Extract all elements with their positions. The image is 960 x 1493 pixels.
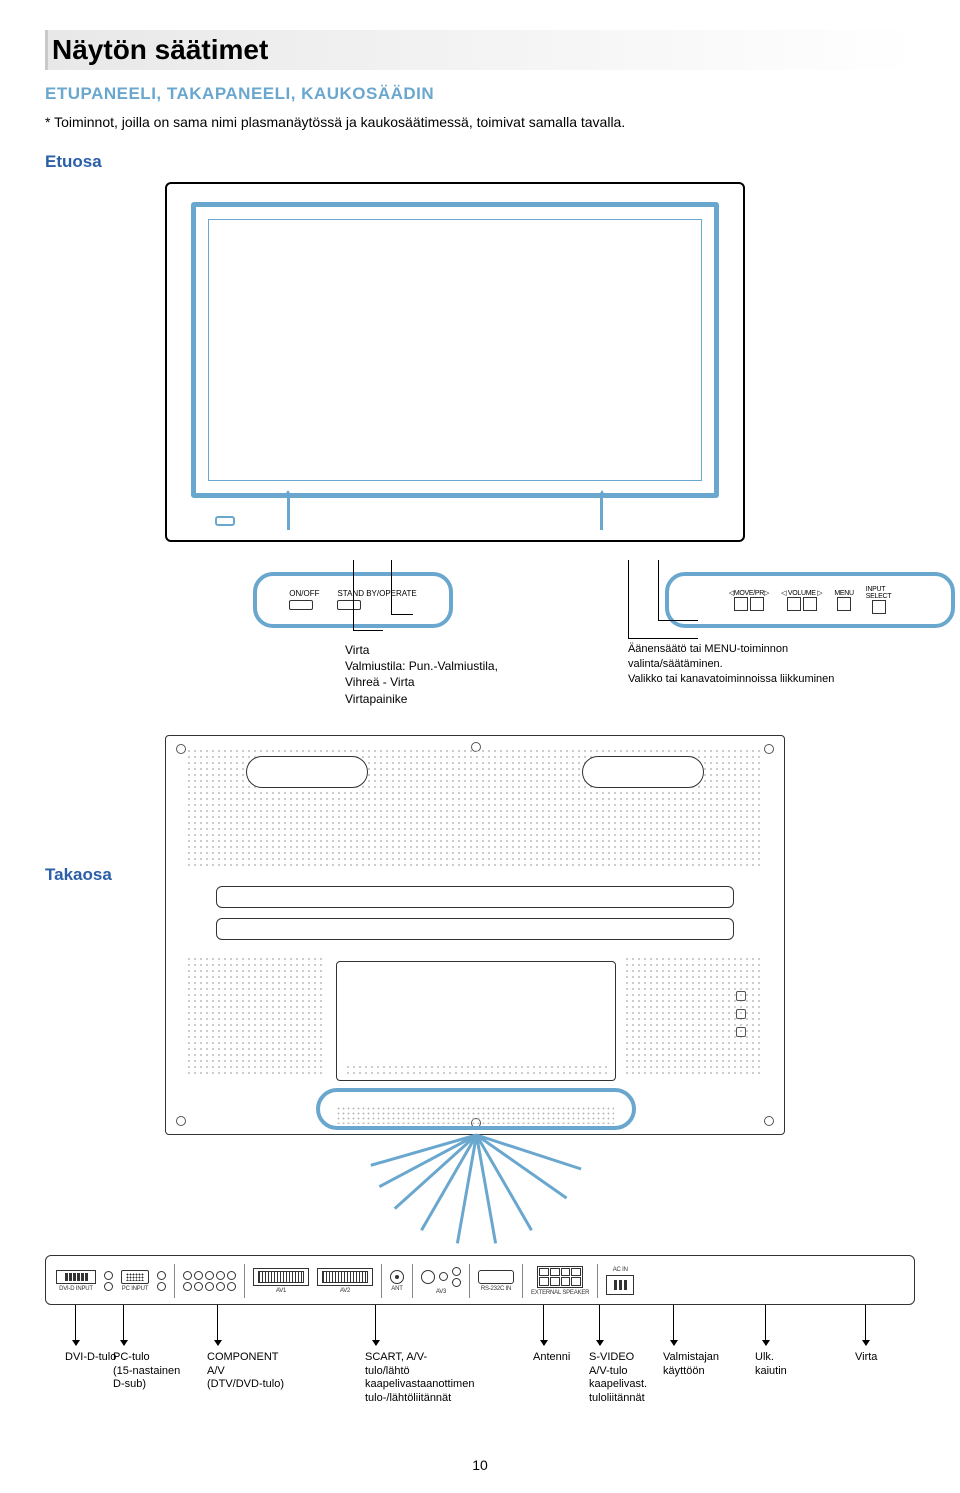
callout-line: Vihreä - Virta xyxy=(345,674,498,690)
port-label: EXTERNAL SPEAKER xyxy=(531,1290,589,1296)
vent-area xyxy=(186,956,326,1076)
audio-jacks xyxy=(157,1271,166,1291)
connector-callout-label: Virta xyxy=(855,1351,945,1365)
arrow-head xyxy=(283,490,293,498)
converge-lines xyxy=(165,1135,785,1255)
callout-lines xyxy=(628,560,808,642)
tv-back-diagram: Takaosa xyxy=(165,735,915,1135)
divider xyxy=(381,1264,382,1298)
callout-lines xyxy=(345,560,525,642)
rs232-port: RS-232C IN xyxy=(478,1270,514,1292)
callout-line: Valmiustila: Pun.-Valmiustila, xyxy=(345,658,498,674)
connector-panel xyxy=(336,961,616,1081)
arrow-line xyxy=(600,498,603,530)
mount-bar xyxy=(216,918,734,940)
arrow-line xyxy=(287,498,290,530)
port-label: DVI-D INPUT xyxy=(59,1286,93,1292)
callout-arrow xyxy=(865,1305,866,1345)
connector-callout-label: PC-tulo (15-nastainen D-sub) xyxy=(113,1351,203,1392)
mount-bar xyxy=(216,886,734,908)
svideo-port: AV3 xyxy=(421,1267,461,1295)
ac-port: AC IN xyxy=(606,1267,634,1295)
port-label: AV1 xyxy=(276,1288,286,1294)
component-port xyxy=(183,1271,236,1291)
divider xyxy=(174,1264,175,1298)
connector-callout-label: COMPONENT A/V (DTV/DVD-tulo) xyxy=(207,1351,297,1392)
arrow-head xyxy=(597,490,607,498)
onoff-label: ON/OFF xyxy=(289,590,319,598)
callout-arrow xyxy=(765,1305,766,1345)
callout-arrow xyxy=(75,1305,76,1345)
input-select-label: INPUT SELECT xyxy=(866,586,891,600)
port-label: PC INPUT xyxy=(122,1286,148,1292)
callout-arrow xyxy=(123,1305,124,1345)
port-label: AC IN xyxy=(613,1267,628,1273)
vent-area xyxy=(186,748,764,868)
scart2-port: AV2 xyxy=(317,1268,373,1294)
speaker-port: EXTERNAL SPEAKER xyxy=(531,1266,589,1296)
pc-port: PC INPUT xyxy=(121,1270,149,1292)
callout-arrow xyxy=(599,1305,600,1345)
front-label: Etuosa xyxy=(45,152,915,172)
callout-arrow xyxy=(375,1305,376,1345)
callout-line: Äänensäätö tai MENU-toiminnon xyxy=(628,642,838,657)
screw-icon xyxy=(764,744,774,754)
page-title: Näytön säätimet xyxy=(45,30,915,70)
note-text: * Toiminnot, joilla on sama nimi plasman… xyxy=(45,114,915,130)
scart1-port: AV1 xyxy=(253,1268,309,1294)
connector-callout-label: Ulk. kaiutin xyxy=(755,1351,845,1379)
tv-front-diagram: ON/OFF STAND BY/OPERATE ◁MOVE/PR▷ ◁ VOLU… xyxy=(165,182,915,542)
socket-row xyxy=(345,1064,607,1074)
port-label: ANT xyxy=(391,1286,402,1292)
section-subtitle: ETUPANEELI, TAKAPANEELI, KAUKOSÄÄDIN xyxy=(45,84,915,104)
tv-bezel xyxy=(191,202,719,498)
side-holes xyxy=(736,991,746,1037)
back-body xyxy=(165,735,785,1135)
onoff-button xyxy=(289,600,313,610)
bottom-callouts: DVI-D-tuloPC-tulo (15-nastainen D-sub)CO… xyxy=(45,1305,915,1445)
tv-screen xyxy=(208,219,702,481)
divider xyxy=(597,1264,598,1298)
callout-line: valinta/säätäminen. xyxy=(628,657,838,672)
audio-jacks xyxy=(104,1271,113,1291)
dvi-port: DVI-D INPUT xyxy=(56,1270,96,1292)
tv-body xyxy=(165,182,745,542)
port-label: RS-232C IN xyxy=(481,1286,511,1292)
connector-strip: DVI-D INPUT PC INPUT AV1 AV2 ANT AV3 RS-… xyxy=(45,1255,915,1305)
callout-line: Valikko tai kanavatoiminnoissa liikkumin… xyxy=(628,672,838,687)
antenna-port: ANT xyxy=(390,1270,404,1292)
divider xyxy=(522,1264,523,1298)
callout-arrow xyxy=(543,1305,544,1345)
callout-line: Virta xyxy=(345,642,498,658)
divider xyxy=(469,1264,470,1298)
screw-icon xyxy=(176,1116,186,1126)
back-label: Takaosa xyxy=(45,865,112,885)
port-label: AV3 xyxy=(436,1289,446,1295)
connector-callout-label: Valmistajan käyttöön xyxy=(663,1351,753,1379)
page-number: 10 xyxy=(45,1457,915,1473)
led-indicator xyxy=(215,516,235,526)
front-callout-left: Virta Valmiustila: Pun.-Valmiustila, Vih… xyxy=(345,642,498,707)
screw-icon xyxy=(176,744,186,754)
port-label: AV2 xyxy=(340,1288,350,1294)
menu-label: MENU xyxy=(834,590,853,597)
divider xyxy=(412,1264,413,1298)
vent-area xyxy=(336,1106,614,1124)
screw-icon xyxy=(764,1116,774,1126)
callout-arrow xyxy=(217,1305,218,1345)
divider xyxy=(244,1264,245,1298)
callout-arrow xyxy=(673,1305,674,1345)
callout-line: Virtapainike xyxy=(345,691,498,707)
connector-callout-label: SCART, A/V-tulo/lähtö kaapelivastaanotti… xyxy=(365,1351,455,1406)
